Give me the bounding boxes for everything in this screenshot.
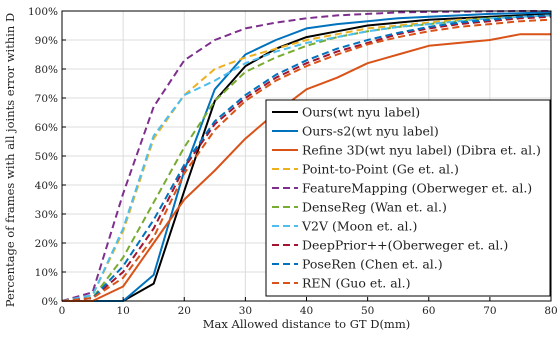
series-line-8 [61,15,552,302]
y-tick-label: 40% [35,180,58,192]
legend-entry: REN (Guo et. al.) [302,276,411,291]
y-tick-label: 100% [28,6,58,18]
y-tick-label: 60% [35,122,58,134]
x-tick-label: 20 [178,305,191,317]
x-tick-label: 80 [544,305,557,317]
x-tick-label: 70 [483,305,496,317]
legend-entry: PoseRen (Chen et. al.) [302,257,443,272]
legend-entry: DenseReg (Wan et. al.) [302,200,447,215]
x-tick-label: 10 [116,305,129,317]
y-tick-label: 80% [35,64,58,76]
legend-box [265,99,551,297]
y-tick-label: 70% [35,93,58,105]
series-line-2 [62,11,552,302]
x-tick-label: 60 [422,305,435,317]
legend-entry: Ours(wt nyu label) [302,105,420,120]
legend-entry: Refine 3D(wt nyu label) (Dibra et. al.) [302,143,541,158]
tick-labels: 0 10 20 30 40 50 60 70 80 0% 10% 20% 30% 40% 50% 60% 70%… [28,6,558,317]
legend-entry: FeatureMapping (Oberweger et. al.) [302,181,532,196]
y-tick-label: 0% [41,296,58,308]
y-tick-label: 10% [35,267,58,279]
y-tick-label: 50% [35,151,58,163]
series-line-10 [61,18,552,302]
x-tick-label: 0 [59,305,66,317]
legend-entry: V2V (Moon et. al.) [301,219,417,234]
series-line-7 [61,14,552,302]
x-tick-label: 30 [239,305,252,317]
y-tick-label: 90% [35,35,58,47]
x-tick-label: 40 [300,305,313,317]
legend-entry: Point-to-Point (Ge et. al.) [302,162,459,177]
y-axis-label: Percentage of frames with all joints err… [3,13,17,307]
series-line-1 [62,12,552,302]
legend-entry: Ours-s2(wt nyu label) [302,124,439,139]
y-tick-label: 20% [35,238,58,250]
x-tick-label: 50 [361,305,374,317]
series-line-6 [61,14,552,302]
series-line-3 [62,33,551,302]
x-axis-label: Max Allowed distance to GT D(mm) [203,317,410,331]
series-line-9 [61,14,552,302]
y-tick-label: 30% [35,209,58,221]
legend: Ours(wt nyu label) Ours-s2(wt nyu label) R… [265,99,551,297]
legend-entry: DeepPrior++(Oberweger et. al.) [302,238,508,253]
